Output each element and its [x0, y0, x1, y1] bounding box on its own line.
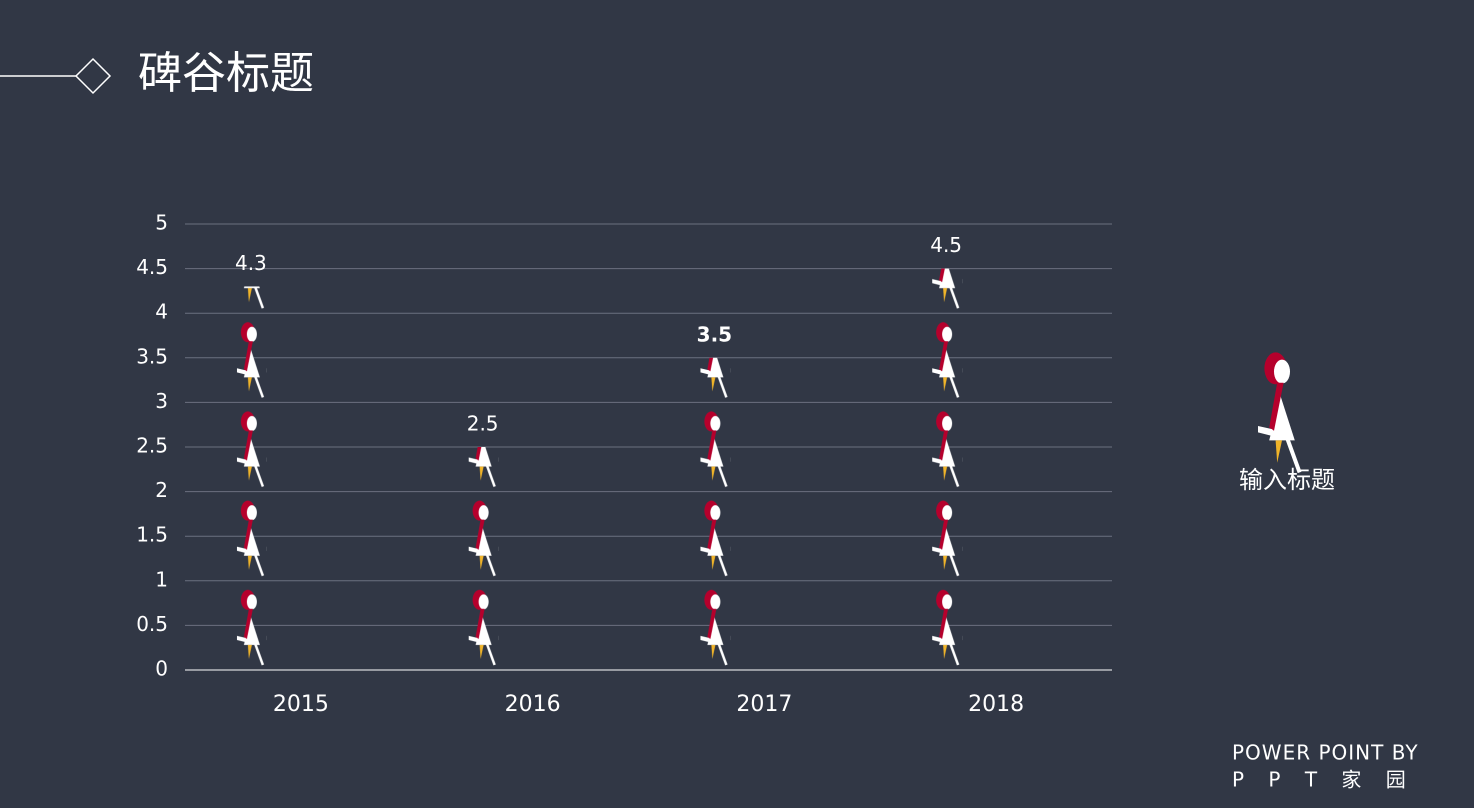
- y-tick-label: 0: [155, 657, 168, 681]
- footer-line: P P T 家 园: [1232, 768, 1415, 792]
- x-tick-label: 2015: [273, 692, 329, 717]
- y-tick-label: 3.5: [136, 344, 168, 368]
- value-label: 4.3: [235, 251, 267, 275]
- y-tick-label: 1.5: [136, 523, 168, 547]
- icon-head: [1274, 359, 1290, 384]
- legend-icon: [1258, 352, 1302, 474]
- value-label: 2.5: [467, 412, 499, 436]
- x-tick-label: 2018: [968, 692, 1024, 717]
- y-tick-label: 0.5: [136, 612, 168, 636]
- bar: [468, 447, 499, 670]
- y-tick-label: 4: [155, 300, 168, 324]
- footer-line: POWER POINT BY: [1232, 741, 1419, 765]
- x-tick-label: 2016: [505, 692, 561, 717]
- icon-body: [1269, 395, 1295, 441]
- header-diamond: [74, 57, 112, 95]
- x-tick-label: 2017: [736, 692, 792, 717]
- bar: [236, 286, 267, 670]
- icon-scarf: [1269, 382, 1284, 431]
- y-tick-label: 5: [155, 211, 168, 235]
- value-label: 3.5: [697, 322, 732, 346]
- bar: [700, 357, 731, 670]
- icon-arm: [1258, 426, 1273, 436]
- icon-leg: [1284, 436, 1302, 474]
- value-label: 4.5: [930, 233, 962, 257]
- bar: [932, 268, 963, 670]
- y-tick-label: 4.5: [136, 255, 168, 279]
- legend-label: 输入标题: [1239, 466, 1335, 494]
- y-tick-label: 2.5: [136, 434, 168, 458]
- slide-title: 碑谷标题: [138, 48, 314, 99]
- y-tick-label: 1: [155, 567, 168, 591]
- y-tick-label: 3: [155, 389, 168, 413]
- icon-flame: [1275, 440, 1282, 463]
- y-tick-label: 2: [155, 478, 168, 502]
